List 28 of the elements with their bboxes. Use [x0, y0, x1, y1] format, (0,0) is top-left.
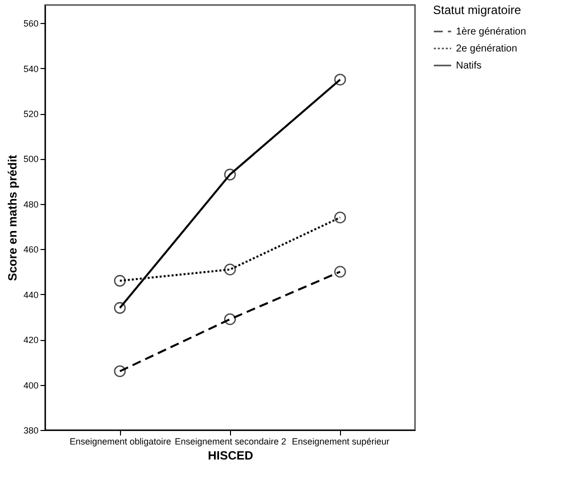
y-tick-label: 400 — [23, 380, 38, 390]
point — [334, 74, 346, 86]
legend-label: 2e génération — [456, 44, 518, 54]
point — [114, 274, 126, 287]
x-tick-label: Enseignement secondaire 2 — [174, 436, 286, 446]
point — [334, 212, 346, 224]
y-tick-label: 500 — [23, 154, 38, 164]
x-axis-title: HISCED — [208, 448, 254, 462]
y-tick-label: 540 — [23, 64, 38, 74]
y-tick-label: 520 — [23, 109, 38, 120]
y-tick-label: 560 — [23, 18, 38, 29]
x-tick-label: Enseignement obligatoire — [70, 436, 172, 446]
point — [114, 365, 126, 378]
y-axis-title: Score en maths prédit — [5, 154, 20, 282]
point — [224, 264, 236, 276]
y-tick-label: 380 — [23, 426, 38, 436]
y-tick-label: 420 — [23, 335, 38, 346]
legend-label: 1ère génération — [456, 26, 526, 38]
y-tick-label: 460 — [23, 244, 38, 255]
point — [114, 302, 126, 314]
x-tick-label: Enseignement supérieur — [292, 436, 390, 446]
legend-title: Statut migratoire — [433, 3, 522, 17]
y-tick-label: 480 — [23, 199, 38, 210]
point — [224, 168, 236, 180]
legend-label: Natifs — [456, 60, 482, 72]
point — [224, 313, 236, 326]
y-tick-label: 440 — [23, 290, 38, 300]
point — [334, 266, 346, 278]
